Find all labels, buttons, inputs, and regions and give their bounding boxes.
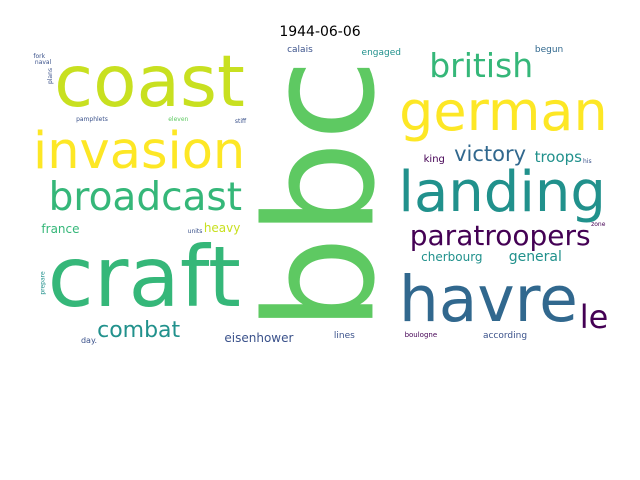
word-25: boulogne (404, 331, 438, 340)
word-12: victory (454, 142, 527, 167)
word-0: bbc (234, 58, 409, 332)
word-9: british (429, 46, 534, 86)
word-cloud: bbc landing broadcast german invasion craft co… (33, 45, 610, 345)
word-98: fork (33, 52, 46, 60)
word-34: naval (34, 59, 52, 67)
word-36: zone (591, 220, 606, 228)
word-82: his (582, 158, 592, 166)
word-22: engaged (361, 48, 401, 59)
word-24: begun (534, 45, 564, 55)
word-14: cherbourg (421, 250, 483, 265)
word-21: calais (287, 45, 313, 55)
word-19: king (423, 153, 445, 165)
word-32: eleven (168, 116, 189, 124)
word-35: prepare (39, 271, 47, 295)
word-23: according (482, 330, 528, 341)
word-11: combat (97, 317, 181, 343)
word-18: france (41, 221, 80, 236)
word-31: day. (80, 335, 98, 345)
word-3: german (399, 80, 608, 144)
chart-title: 1944-06-06 (279, 24, 361, 40)
word-5: craft (47, 228, 241, 327)
word-1: landing (398, 160, 606, 226)
word-7: paratroopers (409, 219, 591, 253)
word-6: coast (54, 45, 245, 124)
word-16: troops (534, 148, 582, 167)
word-17: heavy (203, 221, 241, 236)
word-20: lines (333, 331, 355, 342)
word-4: invasion (33, 122, 246, 182)
word-2: broadcast (48, 174, 243, 220)
word-15: eisenhower (224, 331, 294, 345)
word-33: pamphlets (76, 116, 108, 124)
word-79: plans (46, 67, 54, 84)
word-10: le (579, 298, 609, 337)
word-8: havre (398, 263, 578, 337)
word-13: general (508, 249, 562, 266)
word-78: stiff (234, 118, 247, 126)
word-30: units (187, 228, 203, 236)
